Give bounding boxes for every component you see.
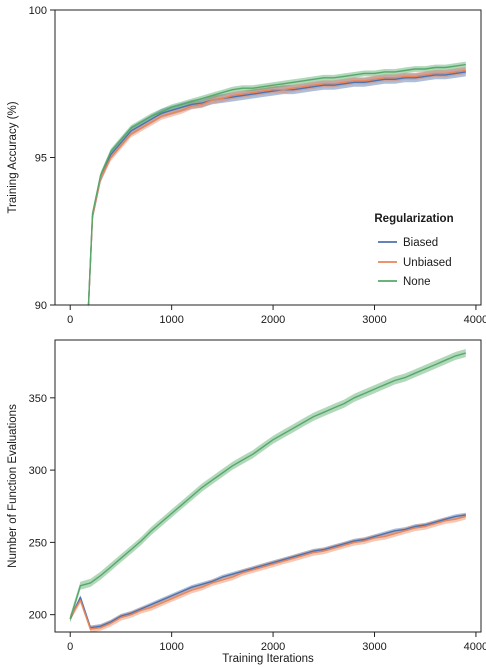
accuracy-y-tick-label: 95 bbox=[35, 153, 47, 165]
nfe-bands bbox=[70, 349, 466, 633]
nfe-y-tick-label: 250 bbox=[29, 537, 47, 549]
accuracy-band-none bbox=[88, 61, 466, 308]
accuracy-x-tick-label: 1000 bbox=[159, 314, 183, 326]
accuracy-y-axis: 90 95 100 bbox=[29, 5, 55, 312]
accuracy-x-tick-label: 0 bbox=[67, 314, 73, 326]
nfe-x-tick-label: 4000 bbox=[464, 641, 486, 653]
legend: Regularization Biased Unbiased None bbox=[374, 213, 453, 288]
accuracy-chart: 0 1000 2000 3000 4000 90 95 100 Training Accur… bbox=[7, 5, 486, 326]
legend-label-none: None bbox=[403, 276, 431, 288]
nfe-line-biased bbox=[69, 514, 466, 629]
accuracy-x-tick-label: 2000 bbox=[261, 314, 285, 326]
accuracy-line-unbiased bbox=[87, 69, 466, 306]
nfe-chart: 0 1000 2000 3000 4000 200 250 300 350 Number of… bbox=[7, 339, 486, 665]
accuracy-x-tick-label: 3000 bbox=[362, 314, 386, 326]
nfe-x-axis-label: Training Iterations bbox=[222, 653, 314, 665]
accuracy-line-biased bbox=[87, 71, 466, 306]
nfe-y-axis-label: Number of Function Evaluations bbox=[7, 404, 19, 568]
legend-label-biased: Biased bbox=[403, 237, 438, 249]
nfe-band-none bbox=[70, 349, 466, 623]
nfe-x-tick-label: 1000 bbox=[159, 641, 183, 653]
legend-label-unbiased: Unbiased bbox=[403, 257, 452, 269]
nfe-y-axis: 200 250 300 350 bbox=[29, 393, 55, 622]
accuracy-line-none bbox=[87, 63, 466, 306]
accuracy-x-axis: 0 1000 2000 3000 4000 bbox=[67, 305, 486, 326]
accuracy-y-axis-label: Training Accuracy (%) bbox=[7, 101, 19, 213]
nfe-y-tick-label: 350 bbox=[29, 393, 47, 405]
nfe-x-axis: 0 1000 2000 3000 4000 bbox=[67, 632, 486, 653]
nfe-y-tick-label: 300 bbox=[29, 465, 47, 477]
legend-entry-biased: Biased bbox=[378, 237, 438, 249]
accuracy-lines bbox=[87, 63, 466, 306]
accuracy-y-tick-label: 90 bbox=[35, 300, 47, 312]
accuracy-y-tick-label: 100 bbox=[29, 5, 47, 17]
nfe-line-none bbox=[69, 352, 466, 620]
nfe-x-tick-label: 2000 bbox=[261, 641, 285, 653]
nfe-band-unbiased bbox=[70, 513, 466, 633]
legend-title: Regularization bbox=[374, 213, 453, 225]
nfe-plot-frame bbox=[54, 339, 482, 633]
accuracy-band-biased bbox=[88, 67, 466, 310]
accuracy-x-tick-label: 4000 bbox=[464, 314, 486, 326]
legend-entry-none: None bbox=[378, 276, 431, 288]
legend-entry-unbiased: Unbiased bbox=[378, 257, 452, 269]
accuracy-bands bbox=[88, 61, 466, 310]
nfe-x-tick-label: 0 bbox=[67, 641, 73, 653]
nfe-y-tick-label: 200 bbox=[29, 610, 47, 622]
nfe-line-unbiased bbox=[69, 515, 466, 630]
nfe-x-tick-label: 3000 bbox=[362, 641, 386, 653]
accuracy-band-unbiased bbox=[88, 66, 466, 309]
nfe-lines bbox=[69, 352, 466, 630]
